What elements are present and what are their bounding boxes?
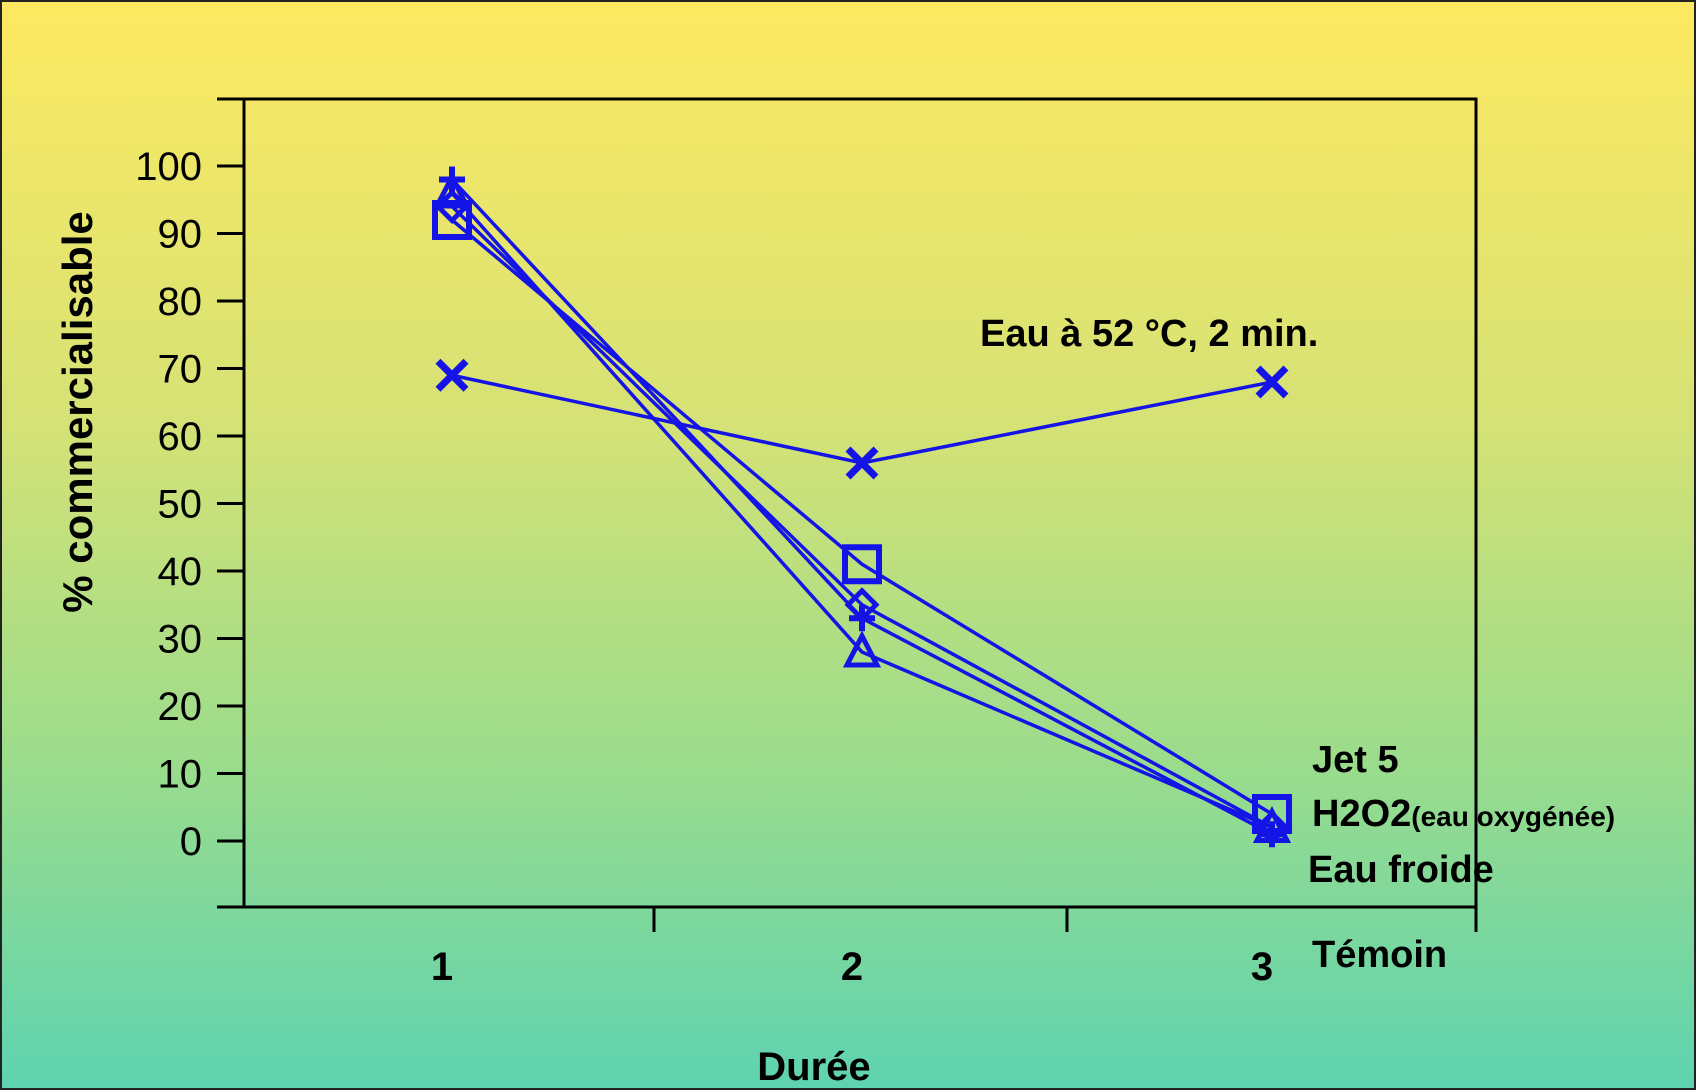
y-axis-label: % commercialisable: [54, 211, 101, 613]
series-line-x: [451, 373, 1273, 465]
plot-frame: [242, 97, 1478, 909]
x-tick-label: 2: [841, 945, 863, 989]
marker-square: [842, 544, 882, 585]
x-axis-ticks: 1 2 3: [431, 907, 1478, 989]
y-tick-label: 80: [158, 280, 203, 324]
annotation-temoin: Témoin: [1312, 934, 1447, 976]
y-tick-label: 20: [158, 685, 203, 729]
y-tick-label: 100: [135, 145, 202, 189]
y-tick-label: 50: [158, 483, 203, 527]
y-tick-label: 0: [180, 820, 202, 864]
marker-plus: [849, 605, 875, 632]
y-tick-label: 60: [158, 415, 203, 459]
annotation-h2o2-sub: (eau oxygénée): [1411, 801, 1615, 832]
marker-plus: [439, 166, 465, 193]
y-tick-label: 70: [158, 348, 203, 392]
series-line-diamond: [450, 205, 1273, 830]
marker-triangle: [432, 171, 472, 209]
marker-plus: [1259, 821, 1285, 848]
y-tick-label: 10: [158, 753, 203, 797]
marker-x: [845, 446, 879, 480]
series-group: [432, 166, 1292, 848]
series-line-triangle: [450, 191, 1273, 830]
x-tick-label: 3: [1251, 945, 1273, 989]
y-tick-label: 40: [158, 550, 203, 594]
annotation-jet-5: Jet 5: [1312, 739, 1399, 781]
y-axis-ticks: 0 10 20 30 40 50 60 70 80 90 100: [135, 145, 244, 864]
marker-square: [432, 200, 472, 240]
marker-x: [1255, 365, 1289, 399]
annotation-h2o2-main: H2O2: [1312, 793, 1411, 835]
annotation-eau-52: Eau à 52 °C, 2 min.: [980, 313, 1318, 355]
y-tick-label: 90: [158, 213, 203, 257]
marker-x: [435, 358, 469, 392]
x-axis-label: Durée: [757, 1045, 870, 1089]
x-tick-label: 1: [431, 945, 453, 989]
series-line-plus: [450, 178, 1273, 836]
y-tick-label: 30: [158, 618, 203, 662]
annotation-eau-froide: Eau froide: [1308, 849, 1494, 891]
series-line-square: [450, 218, 1273, 816]
marker-triangle: [842, 630, 882, 668]
annotation-h2o2: H2O2(eau oxygénée): [1312, 793, 1615, 835]
